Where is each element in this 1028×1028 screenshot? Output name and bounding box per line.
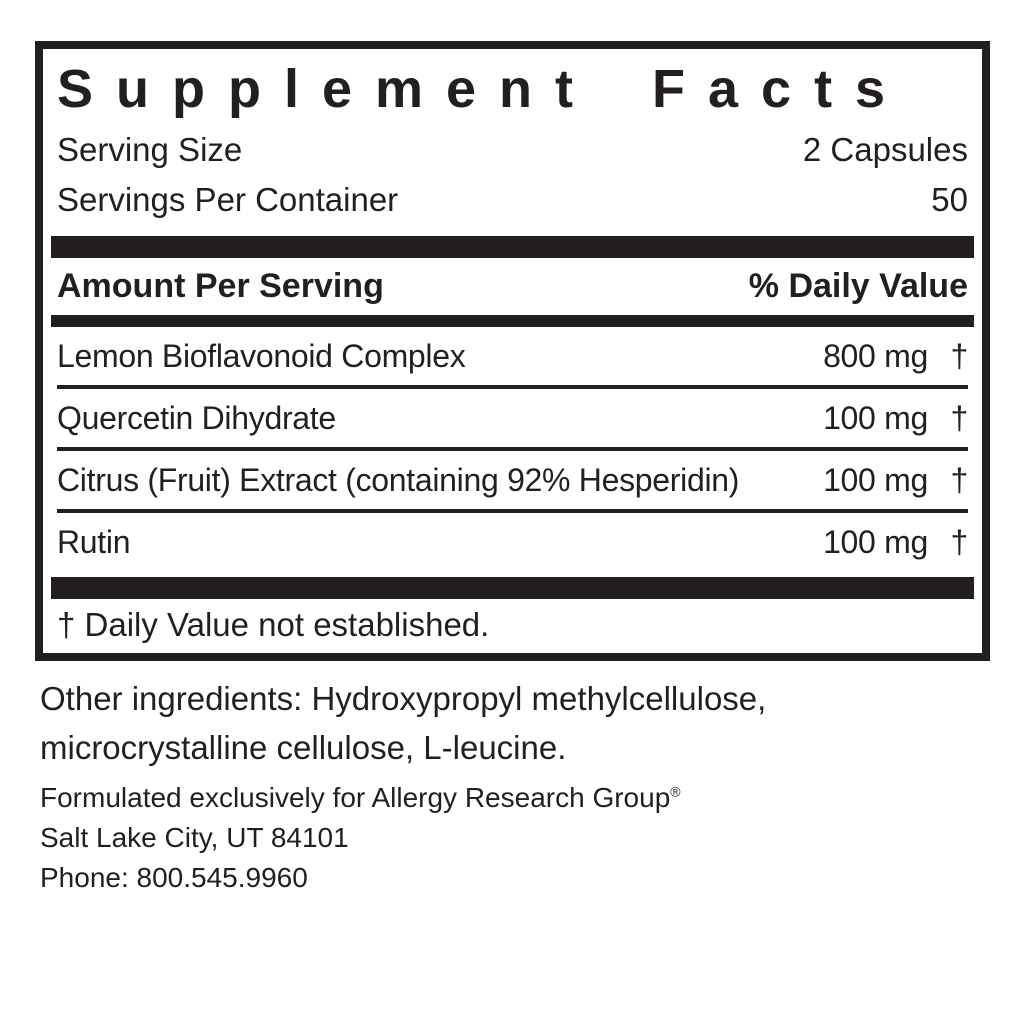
- servings-per-container-value: 50: [931, 181, 968, 218]
- distributor-block: Formulated exclusively for Allergy Resea…: [40, 778, 940, 898]
- supplement-facts-panel: Supplement Facts Serving Size 2 Capsules…: [35, 41, 990, 661]
- ingredient-row-citrus-extract: Citrus (Fruit) Extract (containing 92% H…: [57, 447, 968, 509]
- separator-bar-medium: [51, 315, 974, 327]
- amount-per-serving-header: Amount Per Serving: [57, 267, 384, 305]
- ingredient-name: Quercetin Dihydrate: [57, 400, 336, 436]
- serving-size-value: 2 Capsules: [802, 131, 968, 168]
- serving-size-label: Serving Size: [57, 131, 243, 168]
- ingredient-amount: 100 mg: [823, 524, 928, 560]
- ingredient-row-quercetin: Quercetin Dihydrate 100 mg †: [57, 385, 968, 447]
- ingredient-name: Lemon Bioflavonoid Complex: [57, 338, 466, 374]
- ingredient-amount: 800 mg: [823, 338, 928, 374]
- distributor-address: Salt Lake City, UT 84101: [40, 822, 349, 853]
- other-ingredients-text: Other ingredients: Hydroxypropyl methylc…: [40, 680, 767, 766]
- ingredient-daily-value-dagger: †: [950, 338, 969, 374]
- serving-size-row: Serving Size 2 Capsules: [57, 125, 968, 175]
- separator-bar-thick-bottom: [51, 577, 974, 599]
- ingredient-row-lemon-bioflavonoid: Lemon Bioflavonoid Complex 800 mg †: [57, 327, 968, 385]
- daily-value-footnote: † Daily Value not established.: [57, 606, 490, 643]
- separator-bar-thick-top: [51, 236, 974, 258]
- servings-per-container-label: Servings Per Container: [57, 181, 399, 218]
- registered-trademark-symbol: ®: [670, 783, 681, 800]
- ingredient-name: Rutin: [57, 524, 131, 560]
- daily-value-header: % Daily Value: [748, 267, 968, 305]
- formulated-for-line: Formulated exclusively for Allergy Resea…: [40, 778, 940, 818]
- column-header-row: Amount Per Serving % Daily Value: [57, 258, 968, 315]
- panel-title: Supplement Facts: [57, 59, 909, 119]
- formulated-for-text: Formulated exclusively for Allergy Resea…: [40, 782, 671, 813]
- ingredient-daily-value-dagger: †: [950, 524, 969, 560]
- ingredient-daily-value-dagger: †: [950, 400, 969, 436]
- servings-per-container-row: Servings Per Container 50: [57, 175, 968, 225]
- ingredient-daily-value-dagger: †: [950, 462, 969, 498]
- ingredient-amount: 100 mg: [823, 400, 928, 436]
- ingredient-name: Citrus (Fruit) Extract (containing 92% H…: [57, 462, 740, 498]
- ingredient-amount: 100 mg: [823, 462, 928, 498]
- distributor-phone: Phone: 800.545.9960: [40, 862, 308, 893]
- ingredient-row-rutin: Rutin 100 mg †: [57, 509, 968, 571]
